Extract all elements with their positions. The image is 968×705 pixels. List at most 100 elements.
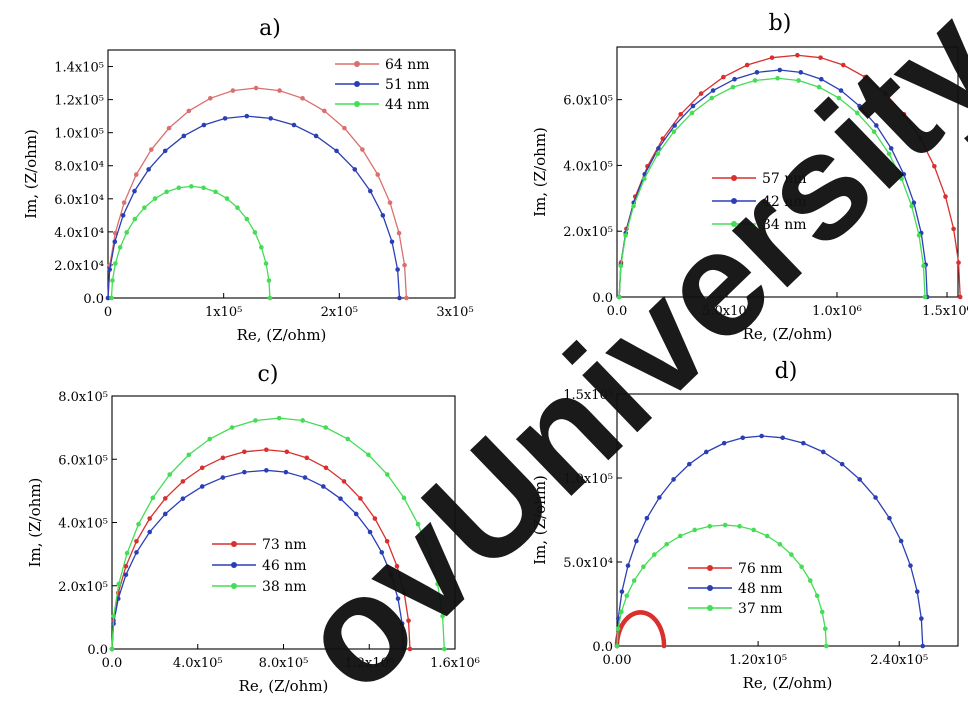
x-tick-label: 4.0x10⁵ — [173, 656, 223, 671]
data-point — [268, 116, 273, 121]
legend-label: 44 nm — [385, 97, 430, 113]
data-point — [689, 110, 695, 116]
data-point — [690, 103, 696, 109]
data-point — [399, 621, 405, 626]
data-point — [655, 151, 661, 157]
data-point — [874, 123, 879, 128]
data-point — [395, 267, 400, 272]
data-point — [657, 495, 662, 500]
data-point — [678, 111, 684, 117]
data-point — [123, 563, 129, 569]
data-point — [819, 609, 825, 615]
y-tick-label: 0.0 — [83, 292, 104, 307]
data-point — [401, 495, 407, 501]
data-point — [213, 189, 218, 195]
data-point — [345, 436, 351, 442]
data-point — [401, 646, 406, 652]
plot-frame — [616, 393, 959, 647]
data-point — [252, 230, 258, 235]
data-point — [235, 205, 240, 211]
data-point — [277, 88, 282, 93]
data-point — [134, 538, 139, 544]
data-point — [406, 618, 411, 623]
x-axis-label: Re, (Z/ohm) — [743, 674, 833, 692]
data-point — [820, 449, 826, 455]
y-tick-label: 6.0x10⁵ — [563, 94, 613, 109]
data-point — [721, 74, 726, 80]
data-point — [672, 123, 677, 128]
data-point — [634, 538, 639, 544]
y-tick-label: 0.0 — [87, 643, 108, 658]
x-tick-label: 8.0x10⁵ — [259, 656, 309, 671]
data-point — [404, 295, 409, 301]
y-tick-label: 6.0x10⁵ — [58, 453, 108, 468]
data-point — [208, 96, 213, 101]
data-point — [824, 643, 829, 649]
data-point — [338, 496, 343, 501]
data-point — [857, 477, 862, 482]
data-point — [775, 75, 780, 81]
data-point — [220, 455, 226, 461]
data-point — [229, 425, 235, 430]
panel-title: b) — [769, 11, 792, 36]
data-point — [109, 295, 114, 301]
data-point — [149, 147, 154, 152]
data-point — [898, 538, 904, 544]
data-point — [112, 239, 118, 245]
data-point — [710, 88, 716, 93]
y-axis-label: Im, (Z/ohm) — [22, 129, 40, 219]
data-point — [871, 129, 877, 134]
data-point — [341, 479, 347, 484]
data-point — [887, 515, 892, 521]
data-point — [777, 541, 783, 547]
data-point — [441, 646, 447, 652]
data-point — [751, 527, 756, 533]
data-point — [703, 449, 709, 455]
data-point — [732, 76, 737, 82]
data-point — [180, 496, 186, 501]
legend-marker — [707, 565, 713, 571]
data-point — [922, 294, 928, 300]
x-tick-label: 0.00 — [603, 653, 632, 668]
series-line — [618, 77, 926, 298]
y-axis-label: Im, (Z/ohm) — [531, 127, 549, 217]
data-point — [642, 176, 647, 182]
data-point — [752, 78, 758, 83]
data-point — [224, 196, 230, 201]
y-tick-label: 1.0x10⁵ — [563, 472, 613, 487]
data-point — [796, 78, 801, 83]
data-point — [769, 55, 775, 60]
y-tick-label: 1.4x10⁵ — [54, 61, 104, 76]
data-point — [401, 590, 407, 596]
data-point — [387, 200, 393, 205]
data-point — [656, 146, 661, 151]
data-point — [142, 205, 147, 211]
x-tick-label: 0.0 — [102, 656, 123, 671]
data-point — [302, 475, 308, 480]
x-tick-label: 1x10⁵ — [205, 305, 242, 320]
legend-label: 34 nm — [762, 217, 807, 233]
series-line — [616, 524, 827, 647]
data-point — [943, 194, 948, 199]
legend-label: 64 nm — [385, 57, 430, 73]
data-point — [807, 578, 813, 583]
series-line — [111, 417, 445, 650]
data-point — [388, 572, 394, 578]
data-point — [124, 230, 130, 235]
data-point — [300, 96, 305, 101]
plot-frame — [107, 49, 456, 299]
data-point — [854, 110, 860, 116]
data-point — [722, 522, 728, 528]
data-point — [352, 167, 358, 172]
data-point — [435, 581, 440, 587]
legend-label: 51 nm — [385, 77, 430, 93]
data-point — [375, 172, 381, 177]
data-point — [883, 91, 888, 96]
data-point — [407, 646, 413, 652]
panel-a: a) 0 1x10⁵ 2x10⁵ 3x10⁵ 0.0 2.0x10⁴ 4.0x10⁴ 6.0x1… — [22, 16, 474, 344]
data-point — [618, 263, 624, 269]
data-point — [244, 113, 250, 119]
data-point — [147, 529, 153, 535]
data-point — [625, 563, 631, 568]
